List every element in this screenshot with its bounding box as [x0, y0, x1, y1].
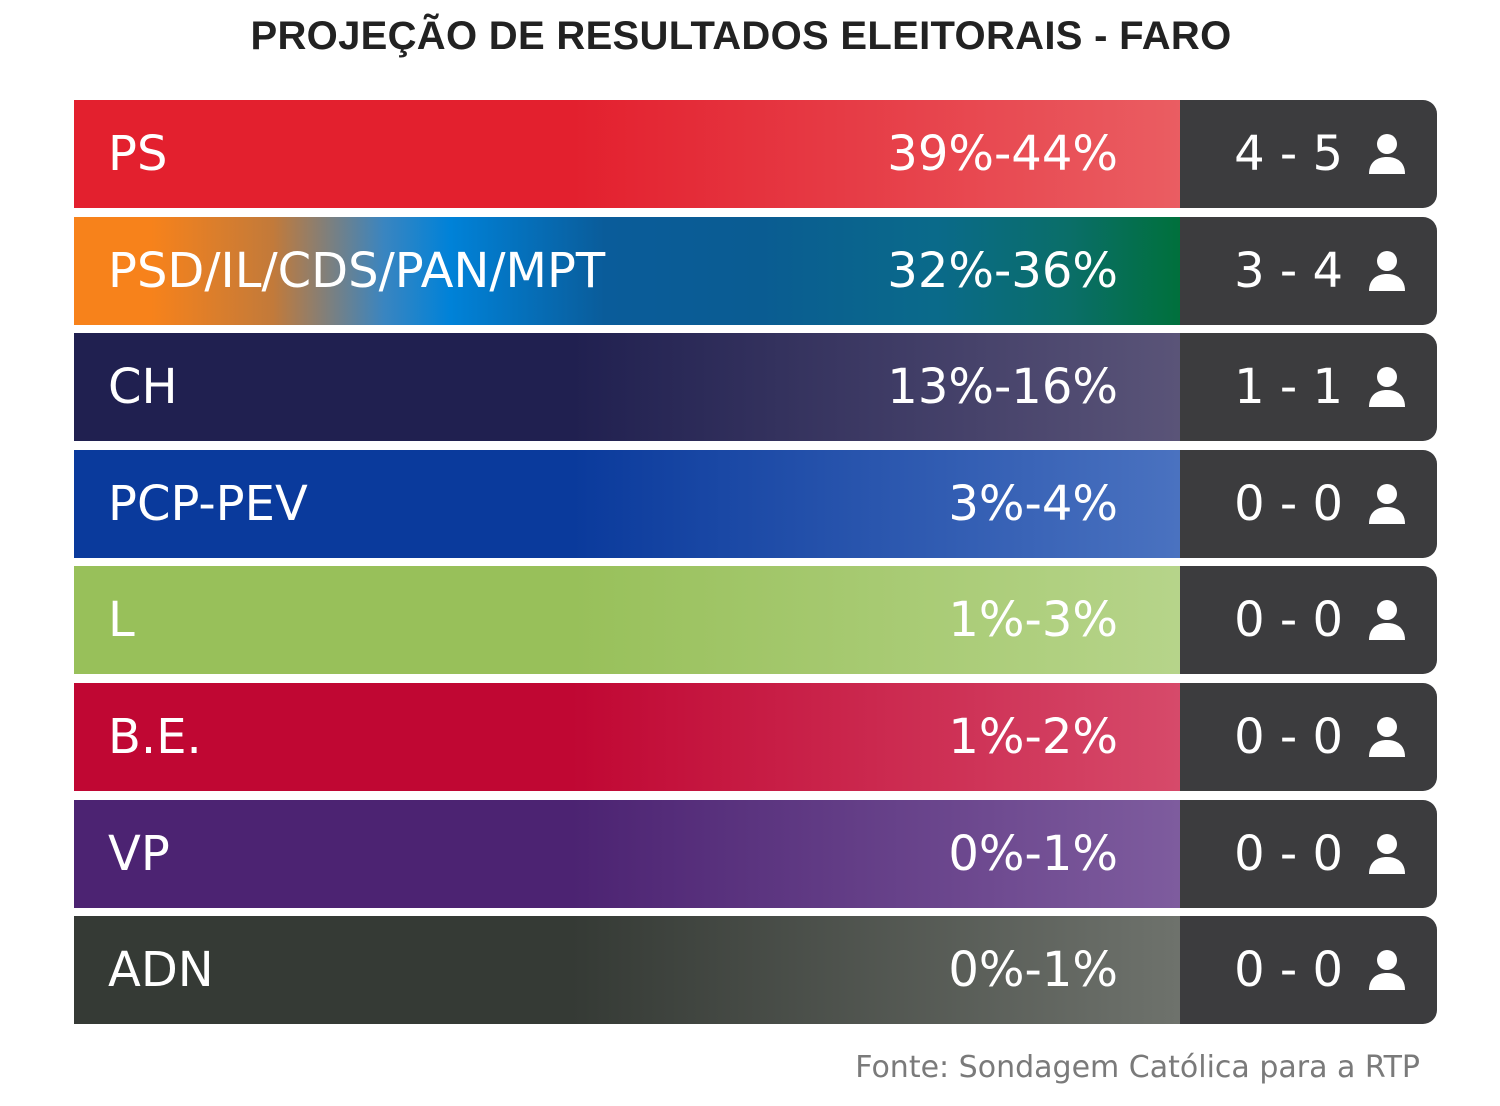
party-row: PS 39%-44% 4 - 5	[74, 100, 1437, 208]
seats-box: 0 - 0	[1180, 449, 1437, 558]
party-name: B.E.	[108, 708, 202, 765]
party-bar: PCP-PEV 3%-4%	[74, 449, 1180, 558]
party-row: PSD/IL/CDS/PAN/MPT 32%-36% 3 - 4	[74, 216, 1437, 325]
party-name: L	[108, 592, 135, 649]
seat-range: 0 - 0	[1234, 825, 1343, 882]
person-icon	[1369, 250, 1405, 291]
vote-percent-range: 0%-1%	[948, 942, 1118, 999]
party-row: L 1%-3% 0 - 0	[74, 566, 1437, 675]
party-bar: VP 0%-1%	[74, 799, 1180, 908]
person-icon	[1369, 367, 1405, 408]
person-icon	[1369, 600, 1405, 641]
seat-range: 0 - 0	[1234, 592, 1343, 649]
party-name: PS	[108, 126, 168, 182]
party-bar: PSD/IL/CDS/PAN/MPT 32%-36%	[74, 216, 1180, 325]
vote-percent-range: 32%-36%	[887, 242, 1118, 299]
party-bar: CH 13%-16%	[74, 333, 1180, 442]
seat-range: 1 - 1	[1234, 359, 1343, 416]
seats-box: 0 - 0	[1180, 566, 1437, 675]
vote-percent-range: 1%-3%	[948, 592, 1118, 649]
seat-range: 0 - 0	[1234, 475, 1343, 532]
seats-box: 0 - 0	[1180, 799, 1437, 908]
party-name: PSD/IL/CDS/PAN/MPT	[108, 242, 606, 299]
seat-range: 3 - 4	[1234, 242, 1343, 299]
party-bar: L 1%-3%	[74, 566, 1180, 675]
party-row: B.E. 1%-2% 0 - 0	[74, 682, 1437, 791]
seats-box: 1 - 1	[1180, 333, 1437, 442]
party-name: ADN	[108, 942, 214, 999]
seat-range: 4 - 5	[1234, 126, 1343, 182]
source-note: Fonte: Sondagem Católica para a RTP	[855, 1050, 1420, 1085]
chart-title: PROJEÇÃO DE RESULTADOS ELEITORAIS - FARO	[250, 14, 1232, 58]
person-icon	[1369, 716, 1405, 757]
party-row: PCP-PEV 3%-4% 0 - 0	[74, 449, 1437, 558]
vote-percent-range: 3%-4%	[948, 475, 1118, 532]
seats-box: 0 - 0	[1180, 916, 1437, 1025]
results-table: PS 39%-44% 4 - 5 PSD/IL/CDS/PAN/MPT 32%-36% 3…	[74, 100, 1437, 1033]
seats-box: 0 - 0	[1180, 682, 1437, 791]
party-name: CH	[108, 359, 178, 416]
party-name: VP	[108, 825, 170, 882]
person-icon	[1369, 134, 1405, 174]
party-row: ADN 0%-1% 0 - 0	[74, 916, 1437, 1025]
person-icon	[1369, 483, 1405, 524]
vote-percent-range: 13%-16%	[887, 359, 1118, 416]
party-bar: B.E. 1%-2%	[74, 682, 1180, 791]
party-bar: PS 39%-44%	[74, 100, 1180, 208]
party-name: PCP-PEV	[108, 475, 308, 532]
party-row: CH 13%-16% 1 - 1	[74, 333, 1437, 442]
person-icon	[1369, 950, 1405, 991]
vote-percent-range: 0%-1%	[948, 825, 1118, 882]
seat-range: 0 - 0	[1234, 708, 1343, 765]
vote-percent-range: 1%-2%	[948, 708, 1118, 765]
seat-range: 0 - 0	[1234, 942, 1343, 999]
party-bar: ADN 0%-1%	[74, 916, 1180, 1025]
seats-box: 4 - 5	[1180, 100, 1437, 208]
vote-percent-range: 39%-44%	[887, 126, 1118, 182]
party-row: VP 0%-1% 0 - 0	[74, 799, 1437, 908]
seats-box: 3 - 4	[1180, 216, 1437, 325]
person-icon	[1369, 833, 1405, 874]
